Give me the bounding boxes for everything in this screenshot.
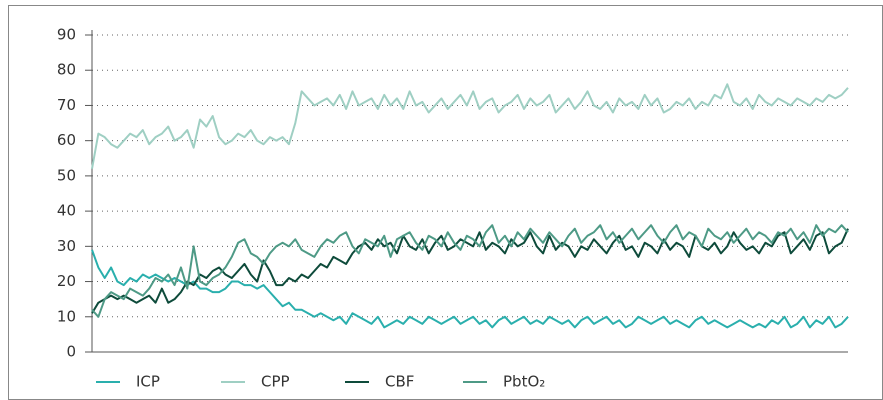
series-line	[91, 249, 849, 329]
legend-label: CPP	[261, 373, 290, 391]
legend-label: ICP	[136, 373, 160, 391]
y-tick-label: 60	[57, 131, 76, 149]
series-line	[91, 83, 849, 170]
y-tick-label: 80	[57, 61, 76, 79]
chart-frame	[8, 5, 883, 400]
series-line	[91, 228, 849, 314]
series-line	[91, 224, 849, 318]
legend-label: PbtO₂	[503, 373, 545, 391]
y-tick-label: 70	[57, 96, 76, 114]
y-tick-label: 40	[57, 202, 76, 220]
y-tick-label: 10	[57, 307, 76, 325]
y-tick-label: 0	[66, 343, 76, 361]
legend-label: CBF	[385, 373, 414, 391]
y-tick-label: 90	[57, 26, 76, 44]
y-tick-label: 30	[57, 237, 76, 255]
y-tick-label: 50	[57, 166, 76, 184]
y-tick-label: 20	[57, 272, 76, 290]
